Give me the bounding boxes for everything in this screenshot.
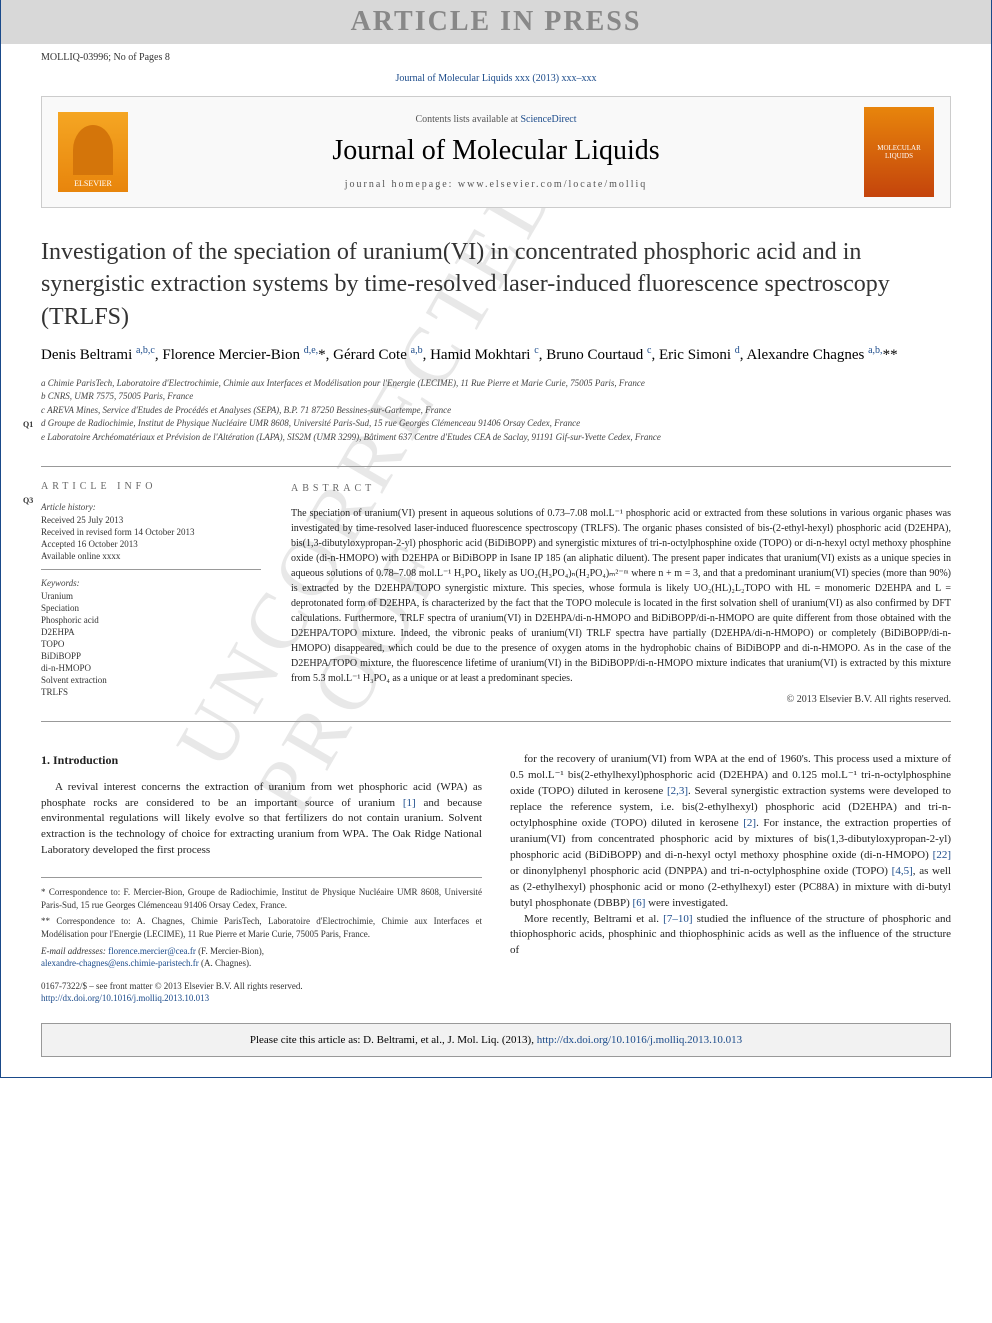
email-2-link[interactable]: alexandre-chagnes@ens.chimie-paristech.f… — [41, 958, 199, 968]
email-label: E-mail addresses: — [41, 946, 108, 956]
citation-top: Journal of Molecular Liquids xxx (2013) … — [41, 73, 951, 84]
journal-cover-thumb-icon: MOLECULAR LIQUIDS — [864, 107, 934, 197]
cite-doi-link[interactable]: http://dx.doi.org/10.1016/j.molliq.2013.… — [537, 1034, 742, 1046]
online: Available online xxxx — [41, 551, 261, 561]
journal-center: Contents lists available at ScienceDirec… — [148, 114, 844, 190]
info-divider — [41, 569, 261, 570]
q1-label: Q1 — [23, 420, 33, 429]
elsevier-text: ELSEVIER — [74, 179, 112, 188]
affiliations: a Chimie ParisTech, Laboratoire d'Electr… — [41, 377, 951, 445]
page-frame: ARTICLE IN PRESS MOLLIQ-03996; No of Pag… — [0, 0, 992, 1078]
q3-label: Q3 — [23, 496, 33, 505]
email-2-name: (A. Chagnes). — [199, 958, 252, 968]
intro-p1: A revival interest concerns the extracti… — [41, 780, 482, 860]
sciencedirect-link[interactable]: ScienceDirect — [520, 114, 576, 125]
authors: Denis Beltrami a,b,c, Florence Mercier-B… — [41, 343, 951, 367]
accepted: Accepted 16 October 2013 — [41, 539, 261, 549]
elsevier-logo-icon: ELSEVIER — [58, 112, 128, 192]
doi-link[interactable]: http://dx.doi.org/10.1016/j.molliq.2013.… — [41, 993, 209, 1003]
abstract-column: abstract The speciation of uranium(VI) p… — [291, 481, 951, 707]
section-divider — [41, 721, 951, 722]
email-1-link[interactable]: florence.mercier@cea.fr — [108, 946, 196, 956]
please-cite-box: Please cite this article as: D. Beltrami… — [41, 1023, 951, 1057]
journal-header-box: ELSEVIER Contents lists available at Sci… — [41, 96, 951, 208]
keywords-label: Keywords: — [41, 578, 261, 588]
section-1-head: 1. Introduction — [41, 752, 482, 769]
contents-prefix: Contents lists available at — [415, 114, 520, 125]
abstract-head: abstract — [291, 481, 951, 496]
cover-text: MOLECULAR LIQUIDS — [864, 144, 934, 160]
article-title: Investigation of the speciation of urani… — [41, 236, 951, 333]
journal-name: Journal of Molecular Liquids — [148, 135, 844, 167]
abstract-text: The speciation of uranium(VI) present in… — [291, 506, 951, 686]
corr-1: * Correspondence to: F. Mercier-Bion, Gr… — [41, 886, 482, 911]
article-info-column: article info Article history: Received 2… — [41, 481, 261, 707]
received: Received 25 July 2013 — [41, 515, 261, 525]
email-1-name: (F. Mercier-Bion), — [196, 946, 264, 956]
email-line: E-mail addresses: florence.mercier@cea.f… — [41, 945, 482, 970]
contents-line: Contents lists available at ScienceDirec… — [148, 114, 844, 125]
title-block: Investigation of the speciation of urani… — [41, 236, 951, 444]
article-in-press-banner: ARTICLE IN PRESS — [1, 0, 991, 44]
revised: Received in revised form 14 October 2013 — [41, 527, 261, 537]
article-info-head: article info — [41, 481, 261, 492]
model-line: MOLLIQ-03996; No of Pages 8 — [41, 44, 951, 67]
intro-p2: for the recovery of uranium(VI) from WPA… — [510, 752, 951, 911]
keywords-list: UraniumSpeciationPhosphoric acidD2EHPATO… — [41, 591, 261, 697]
history-label: Article history: — [41, 502, 261, 512]
footnotes: * Correspondence to: F. Mercier-Bion, Gr… — [41, 877, 482, 1005]
issn-line: 0167-7322/$ – see front matter © 2013 El… — [41, 980, 482, 993]
elsevier-tree-icon — [73, 125, 113, 175]
body-columns: 1. Introduction A revival interest conce… — [41, 752, 951, 1005]
citation-top-link[interactable]: Journal of Molecular Liquids xxx (2013) … — [395, 73, 596, 84]
abstract-copyright: © 2013 Elsevier B.V. All rights reserved… — [291, 692, 951, 707]
intro-p3: More recently, Beltrami et al. [7–10] st… — [510, 912, 951, 960]
corr-2: ** Correspondence to: A. Chagnes, Chimie… — [41, 915, 482, 940]
cite-prefix: Please cite this article as: D. Beltrami… — [250, 1034, 537, 1046]
journal-homepage: journal homepage: www.elsevier.com/locat… — [148, 179, 844, 190]
info-abstract-row: article info Article history: Received 2… — [41, 466, 951, 707]
